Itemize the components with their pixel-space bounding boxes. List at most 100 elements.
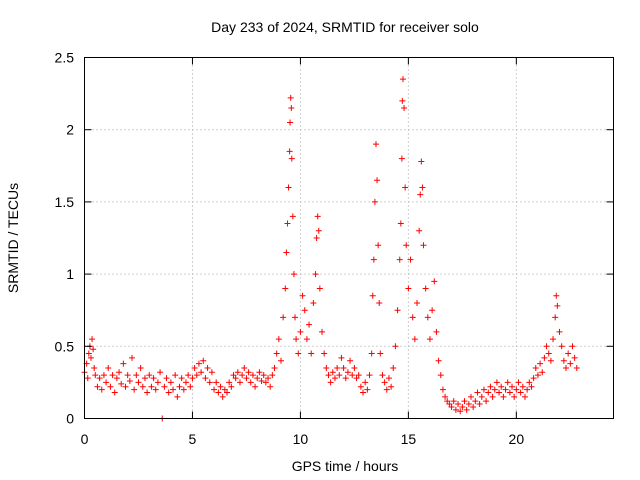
y-tick-label: 1 bbox=[66, 266, 74, 282]
data-point bbox=[122, 383, 129, 390]
data-point bbox=[256, 369, 263, 376]
data-point bbox=[90, 346, 97, 353]
data-point bbox=[150, 375, 157, 382]
data-point bbox=[485, 389, 492, 396]
data-point bbox=[103, 379, 110, 386]
x-tick-label: 0 bbox=[81, 431, 89, 447]
data-point bbox=[478, 393, 485, 400]
data-point bbox=[109, 372, 116, 379]
data-point bbox=[340, 364, 347, 371]
data-point bbox=[539, 369, 546, 376]
data-point bbox=[399, 76, 406, 83]
x-tick-label: 10 bbox=[293, 431, 309, 447]
data-point bbox=[152, 386, 159, 393]
data-point bbox=[383, 386, 390, 393]
data-point bbox=[161, 383, 168, 390]
data-point bbox=[560, 357, 567, 364]
data-point bbox=[565, 350, 572, 357]
data-point bbox=[550, 336, 557, 343]
data-point bbox=[163, 375, 170, 382]
data-point bbox=[293, 336, 300, 343]
data-point bbox=[200, 357, 207, 364]
data-point bbox=[271, 364, 278, 371]
data-point bbox=[195, 360, 202, 367]
data-point bbox=[439, 386, 446, 393]
data-point bbox=[360, 389, 367, 396]
data-point bbox=[288, 105, 295, 112]
data-point bbox=[329, 369, 336, 376]
data-point bbox=[472, 398, 479, 405]
data-point bbox=[301, 307, 308, 314]
data-point bbox=[219, 393, 226, 400]
data-point bbox=[470, 403, 477, 410]
data-point bbox=[500, 393, 507, 400]
data-point bbox=[433, 328, 440, 335]
data-point bbox=[327, 379, 334, 386]
data-point bbox=[526, 379, 533, 386]
data-point bbox=[228, 383, 235, 390]
data-point bbox=[493, 379, 500, 386]
data-point bbox=[100, 372, 107, 379]
data-point bbox=[267, 383, 274, 390]
data-point bbox=[374, 177, 381, 184]
data-point bbox=[129, 354, 136, 361]
data-point bbox=[89, 336, 96, 343]
data-point bbox=[141, 375, 148, 382]
data-point bbox=[424, 314, 431, 321]
data-point bbox=[397, 220, 404, 227]
data-point bbox=[530, 375, 537, 382]
data-point bbox=[553, 292, 560, 299]
data-point bbox=[417, 191, 424, 198]
data-point bbox=[290, 271, 297, 278]
data-point bbox=[452, 406, 459, 413]
data-point bbox=[170, 386, 177, 393]
data-point bbox=[419, 184, 426, 191]
data-point bbox=[126, 377, 133, 384]
axis-ticks: 0 5 10 15 20 0 0.5 1 1.5 2 2.5 bbox=[55, 50, 614, 447]
data-point bbox=[541, 354, 548, 361]
data-point bbox=[571, 354, 578, 361]
y-tick-label: 0 bbox=[66, 411, 74, 427]
data-point bbox=[135, 379, 142, 386]
data-point bbox=[94, 383, 101, 390]
data-point bbox=[369, 292, 376, 299]
data-point bbox=[314, 213, 321, 220]
data-point bbox=[202, 375, 209, 382]
data-point bbox=[498, 383, 505, 390]
data-point bbox=[308, 350, 315, 357]
data-point bbox=[133, 372, 140, 379]
data-point bbox=[124, 372, 131, 379]
chart-title: Day 233 of 2024, SRMTID for receiver sol… bbox=[211, 19, 479, 35]
data-point bbox=[87, 354, 94, 361]
data-point bbox=[334, 364, 341, 371]
data-point bbox=[392, 343, 399, 350]
data-point bbox=[407, 256, 414, 263]
data-point bbox=[282, 285, 289, 292]
data-point bbox=[409, 314, 416, 321]
data-point bbox=[146, 372, 153, 379]
data-point bbox=[459, 403, 466, 410]
data-point bbox=[487, 383, 494, 390]
data-point bbox=[247, 379, 254, 386]
data-point bbox=[245, 369, 252, 376]
data-point bbox=[312, 271, 319, 278]
data-point bbox=[239, 372, 246, 379]
data-point bbox=[92, 372, 99, 379]
data-point bbox=[402, 184, 409, 191]
data-point bbox=[241, 364, 248, 371]
data-point bbox=[394, 307, 401, 314]
data-point bbox=[537, 360, 544, 367]
data-point bbox=[418, 158, 425, 165]
data-point bbox=[509, 383, 516, 390]
data-point bbox=[547, 357, 554, 364]
data-point bbox=[336, 372, 343, 379]
data-point bbox=[193, 372, 200, 379]
data-point bbox=[366, 372, 373, 379]
data-point bbox=[96, 375, 103, 382]
data-point bbox=[476, 401, 483, 408]
data-point bbox=[429, 307, 436, 314]
data-point bbox=[448, 403, 455, 410]
data-point bbox=[465, 401, 472, 408]
data-point bbox=[313, 235, 320, 241]
y-tick-label: 1.5 bbox=[55, 194, 75, 210]
